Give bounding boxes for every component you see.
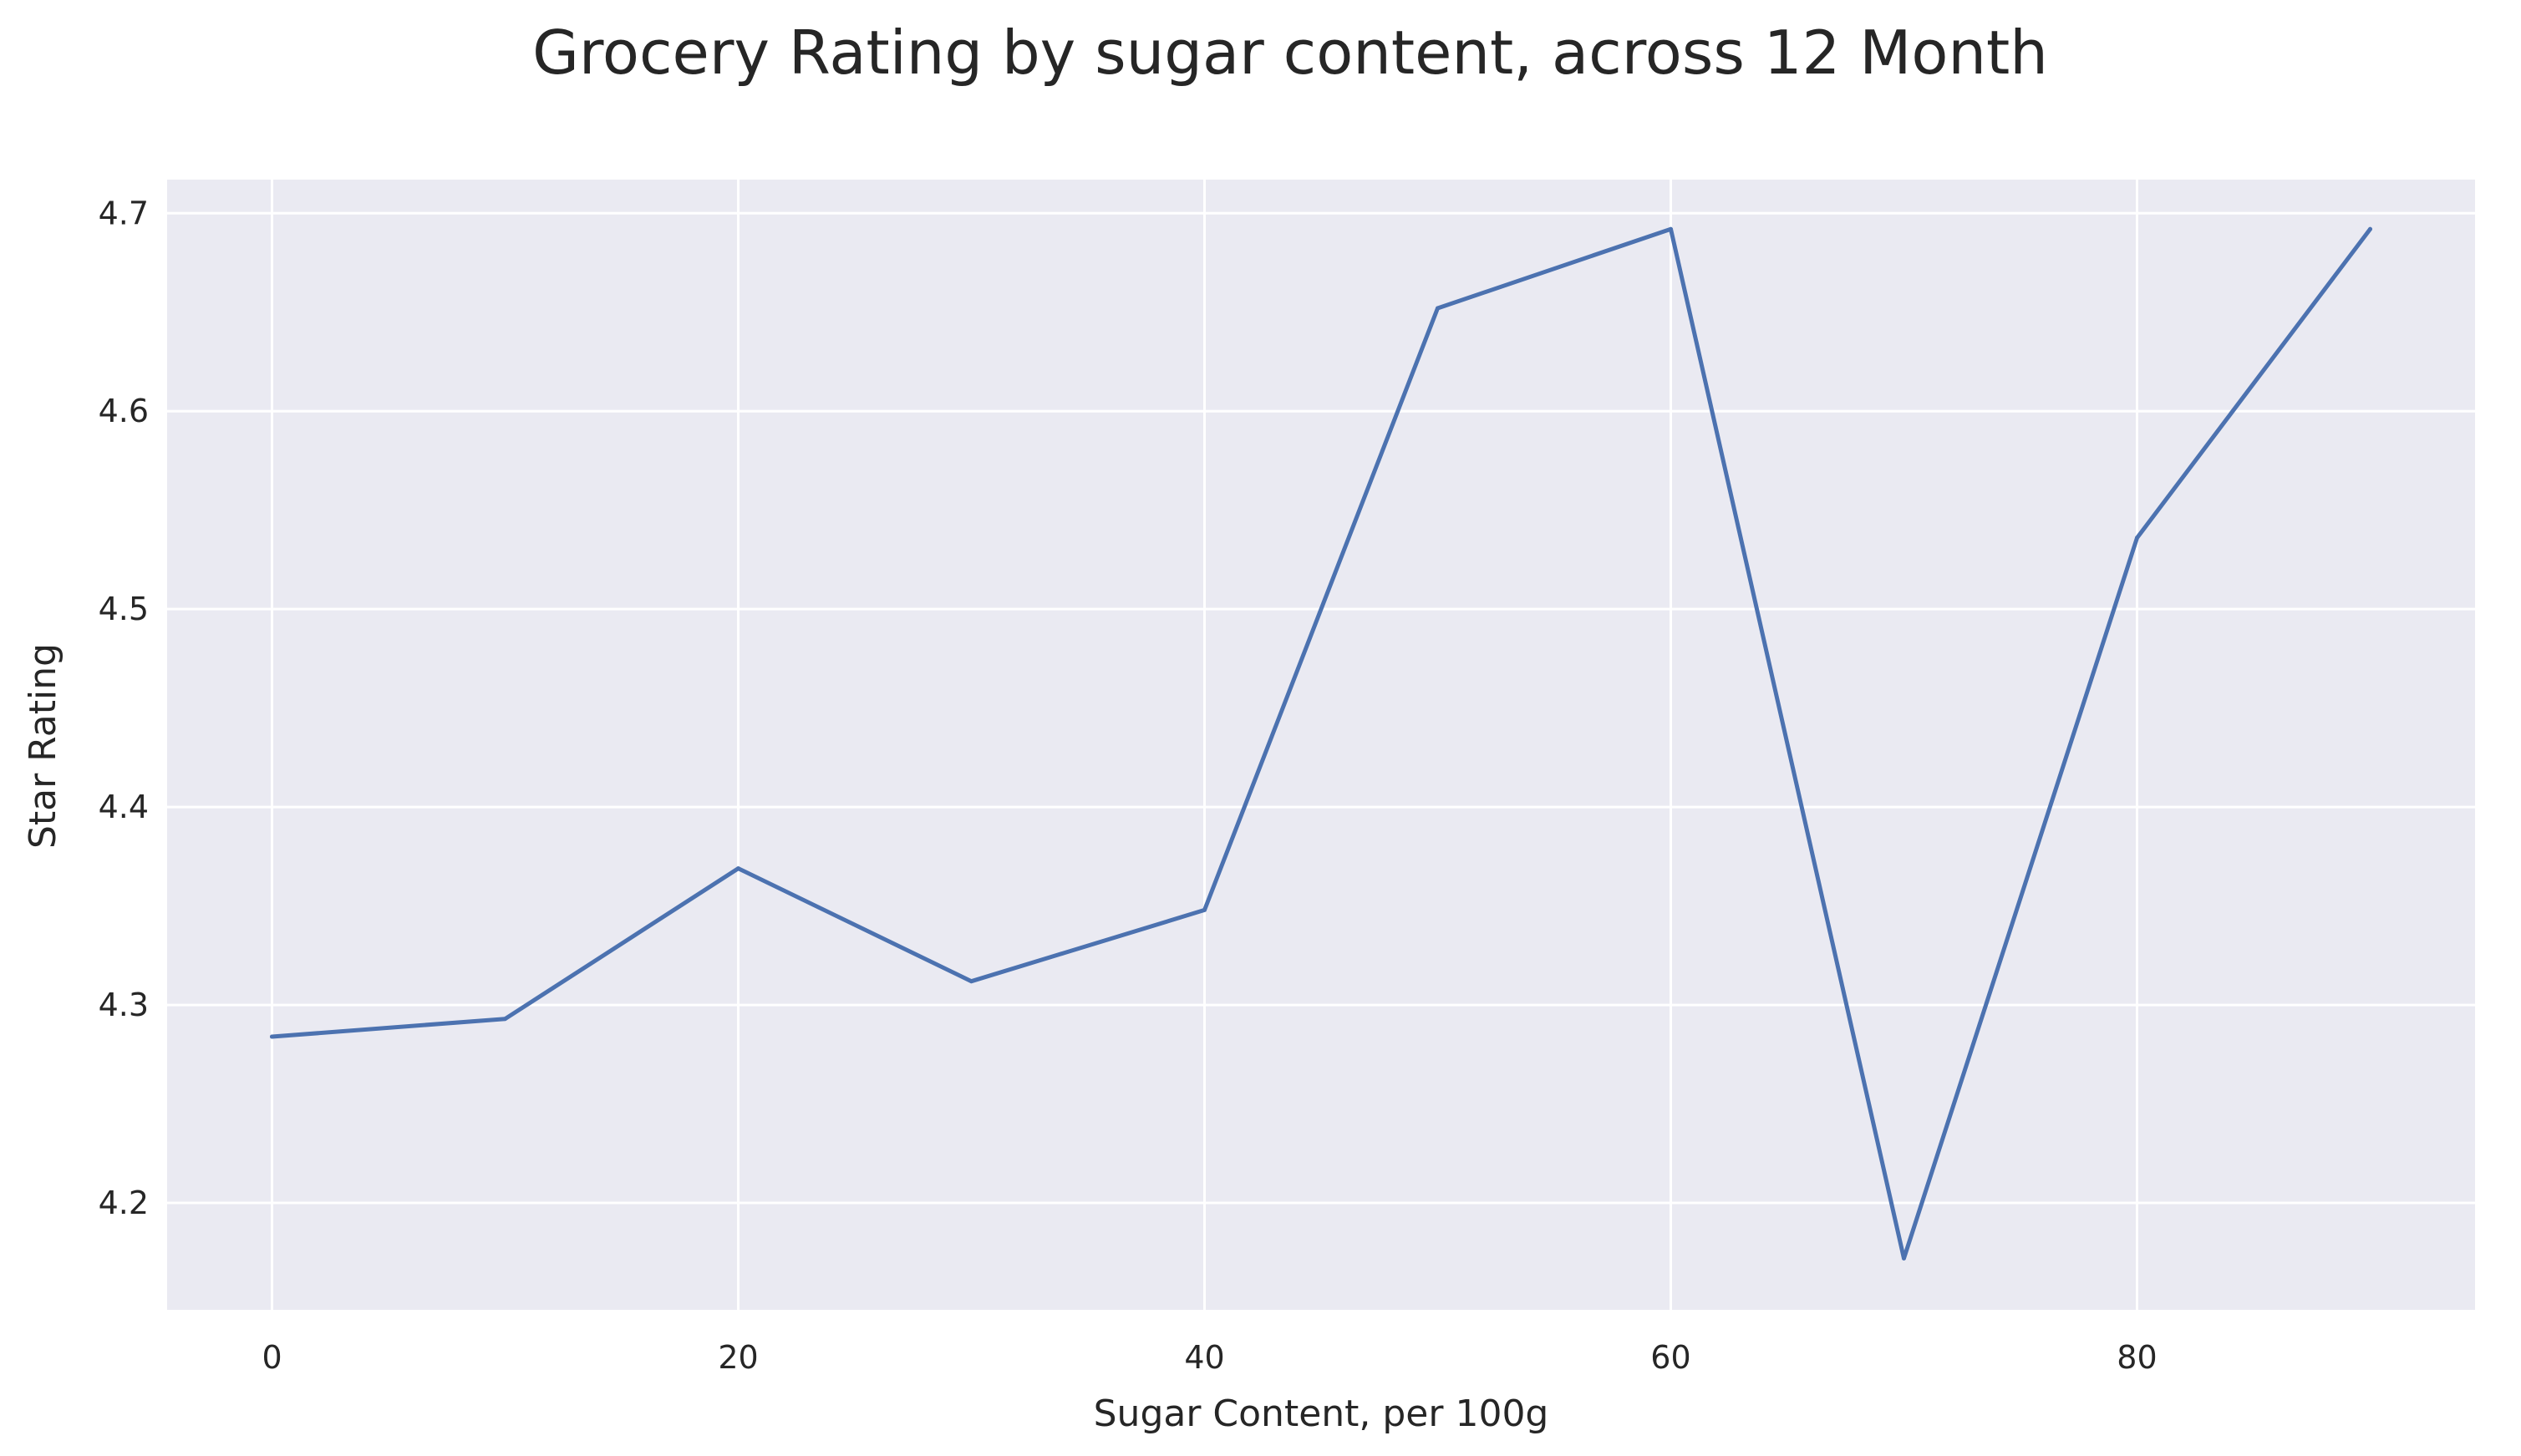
data-point [2134, 535, 2139, 540]
x-tick-label: 60 [1650, 1339, 1690, 1376]
y-tick-label: 4.2 [99, 1185, 149, 1221]
x-tick-label: 40 [1184, 1339, 1224, 1376]
data-point [1435, 306, 1440, 311]
y-tick-labels: 4.2 4.3 4.4 4.5 4.6 4.7 [99, 195, 149, 1221]
series-line [270, 226, 2372, 1261]
data-point [969, 979, 974, 984]
series-layer [270, 226, 2372, 1261]
plot-area [167, 180, 2475, 1310]
chart-title: Grocery Rating by sugar content, across … [532, 18, 2048, 88]
x-tick-label: 0 [262, 1339, 282, 1376]
x-tick-label: 20 [718, 1339, 758, 1376]
data-point [503, 1017, 508, 1022]
y-tick-label: 4.6 [99, 393, 149, 429]
y-tick-label: 4.5 [99, 591, 149, 627]
x-tick-labels: 0 20 40 60 80 [262, 1339, 2157, 1376]
data-point [736, 866, 741, 871]
data-point [2367, 226, 2372, 231]
y-tick-label: 4.7 [99, 195, 149, 231]
data-point [1202, 907, 1207, 912]
y-axis-label: Star Rating [22, 643, 64, 849]
y-tick-label: 4.4 [99, 789, 149, 825]
data-point [1901, 1256, 1906, 1261]
y-tick-label: 4.3 [99, 987, 149, 1023]
data-point [270, 1034, 275, 1039]
x-axis-label: Sugar Content, per 100g [1094, 1393, 1549, 1435]
data-point [1668, 226, 1673, 231]
x-tick-label: 80 [2117, 1339, 2157, 1376]
